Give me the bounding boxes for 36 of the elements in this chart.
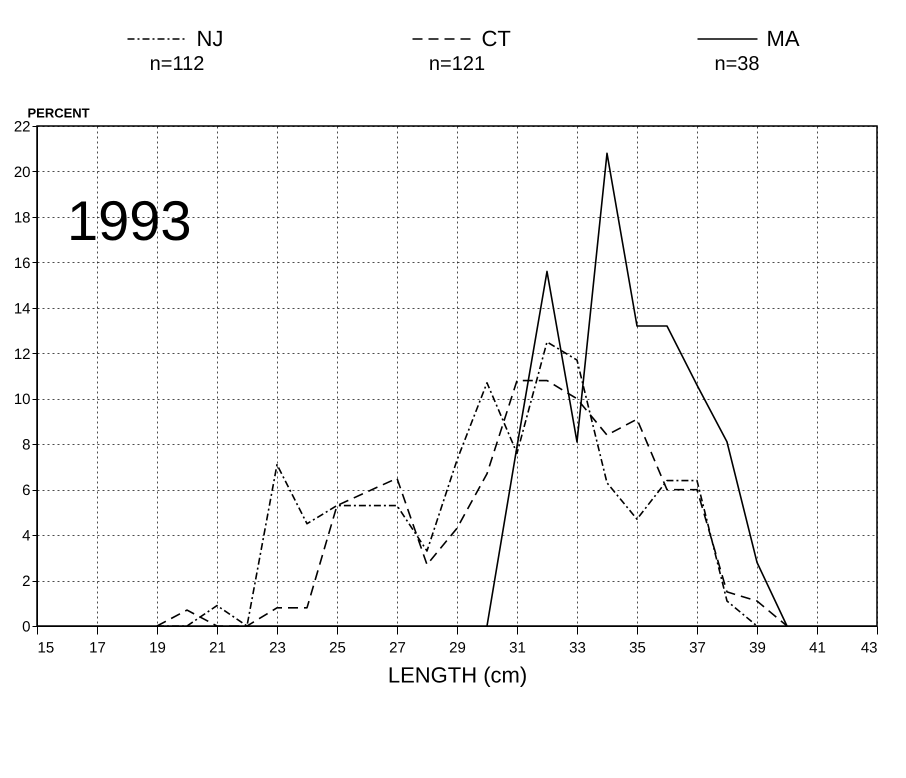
x-tick-label: 17 — [89, 640, 106, 656]
y-tick-label: 20 — [14, 164, 30, 181]
x-tick-label: 27 — [389, 640, 406, 656]
x-tick-label: 21 — [209, 640, 226, 656]
y-tick-label: 16 — [14, 254, 30, 272]
x-tick-label: 33 — [569, 640, 586, 656]
y-tick-label: 12 — [14, 346, 30, 363]
x-tick-label: 35 — [629, 640, 646, 656]
x-tick-label: 19 — [149, 640, 166, 656]
legend-label: NJ — [196, 26, 224, 51]
y-axis-title: PERCENT — [28, 106, 90, 120]
legend-label: MA — [766, 26, 800, 51]
text: n=38 — [714, 53, 760, 75]
text: n=112 — [150, 53, 204, 75]
x-tick-label: 23 — [269, 640, 286, 656]
x-tick-label: 15 — [38, 640, 54, 656]
y-tick-label: 2 — [22, 573, 30, 590]
x-tick-label: 29 — [449, 640, 466, 656]
y-tick-label: 10 — [14, 391, 30, 408]
x-tick-label: 43 — [860, 640, 878, 656]
y-tick-label: 22 — [14, 118, 30, 136]
y-tick-label: 6 — [22, 482, 30, 500]
y-tick-label: 8 — [22, 436, 30, 454]
x-tick-label: 25 — [329, 640, 346, 656]
x-tick-label: 37 — [689, 640, 706, 656]
x-axis-title: LENGTH (cm) — [388, 662, 528, 688]
x-tick-label: 31 — [509, 640, 526, 656]
x-tick-label: 39 — [749, 640, 766, 656]
legend-label: CT — [482, 26, 511, 51]
y-tick-label: 14 — [14, 300, 30, 318]
x-tick-label: 41 — [809, 640, 826, 656]
text: n=121 — [428, 53, 486, 75]
y-tick-label: 0 — [22, 618, 30, 636]
annotation: 1993 — [67, 189, 192, 252]
y-tick-label: 18 — [14, 209, 30, 226]
y-tick-label: 4 — [22, 528, 30, 545]
